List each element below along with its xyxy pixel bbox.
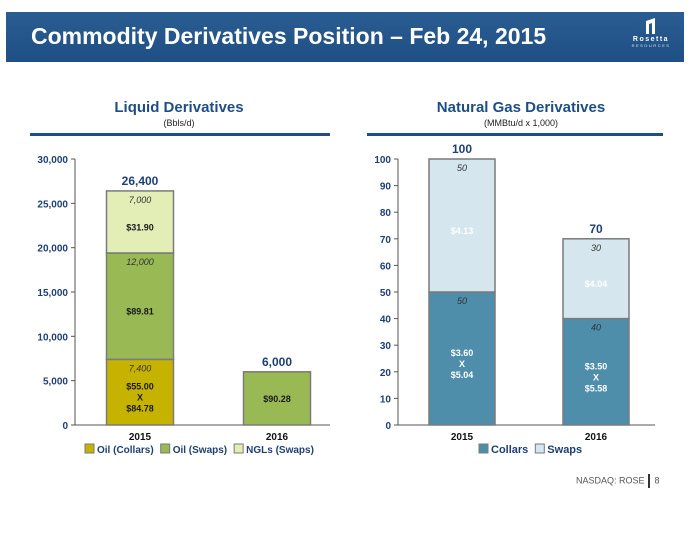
legend-swatch <box>160 443 171 454</box>
y-tick-label: 30,000 <box>37 155 68 166</box>
category-label: 2016 <box>266 432 289 443</box>
price-label: $89.81 <box>126 307 154 317</box>
company-logo: Rosetta RESOURCES <box>622 15 680 59</box>
price-label: $90.28 <box>263 394 291 404</box>
legend-label: Swaps <box>547 444 582 456</box>
volume-label: 12,000 <box>126 257 154 267</box>
bar-segment <box>105 190 175 254</box>
category-label: 2015 <box>129 432 152 443</box>
chart-subtitle: (MMBtu/d x 1,000) <box>484 118 558 128</box>
y-tick-label: 5,000 <box>43 377 68 388</box>
legend-label: Oil (Collars) <box>97 445 154 456</box>
y-tick-label: 90 <box>380 182 392 193</box>
y-tick-label: 0 <box>62 421 68 432</box>
legend-swatch <box>478 443 489 454</box>
volume-label: 50 <box>457 163 467 173</box>
y-tick-label: 20,000 <box>37 244 68 255</box>
legend-label: Oil (Swaps) <box>173 445 227 456</box>
price-label: $84.78 <box>126 404 154 414</box>
legend-swatch <box>534 443 545 454</box>
price-label: $4.04 <box>585 279 608 289</box>
y-tick-label: 15,000 <box>37 288 68 299</box>
price-label: $5.04 <box>451 370 474 380</box>
legend-swatch <box>84 443 95 454</box>
legend-label: NGLs (Swaps) <box>246 445 314 456</box>
y-tick-label: 30 <box>380 341 392 352</box>
y-tick-label: 80 <box>380 208 392 219</box>
legend-swatch <box>233 443 244 454</box>
total-label: 26,400 <box>122 174 159 188</box>
volume-label: 30 <box>591 243 601 253</box>
price-label: $3.60 <box>451 348 474 358</box>
price-label: X <box>593 372 599 382</box>
bar-segment <box>242 371 312 426</box>
price-label: X <box>459 359 465 369</box>
y-tick-label: 25,000 <box>37 199 68 210</box>
liquid-derivatives-chart: Liquid Derivatives (Bbls/d) 0 5,000 10,000 15… <box>30 99 330 456</box>
header-banner: Commodity Derivatives Position – Feb 24,… <box>6 12 684 62</box>
y-tick-label: 0 <box>385 421 391 432</box>
bar-segment <box>428 291 496 426</box>
volume-label: 7,400 <box>129 363 152 373</box>
title-underline <box>367 133 663 136</box>
price-label: $4.13 <box>451 226 474 236</box>
chart-title: Liquid Derivatives <box>114 99 243 116</box>
price-label: X <box>137 393 143 403</box>
y-tick-label: 70 <box>380 235 392 246</box>
page-title: Commodity Derivatives Position – Feb 24,… <box>31 23 547 49</box>
logo-subtext: RESOURCES <box>631 43 671 48</box>
volume-label: 50 <box>457 296 467 306</box>
total-label: 6,000 <box>262 355 292 369</box>
category-label: 2015 <box>451 432 474 443</box>
y-tick-label: 10 <box>380 394 392 405</box>
title-underline <box>30 133 330 136</box>
footer: NASDAQ: ROSE 8 <box>576 474 660 488</box>
logo-mark-icon <box>646 18 655 34</box>
y-tick-label: 10,000 <box>37 332 68 343</box>
bar-segment <box>562 238 630 320</box>
y-tick-label: 20 <box>380 368 392 379</box>
total-label: 70 <box>589 222 603 236</box>
total-label: 100 <box>452 142 472 156</box>
price-label: $3.50 <box>585 361 608 371</box>
footer-divider <box>647 474 650 488</box>
legend-label: Collars <box>491 444 528 456</box>
chart-title: Natural Gas Derivatives <box>437 99 605 116</box>
y-tick-label: 60 <box>380 261 392 272</box>
volume-label: 7,000 <box>129 195 152 205</box>
bar-segment <box>105 252 175 361</box>
chart-subtitle: (Bbls/d) <box>163 118 194 128</box>
bar-segment <box>428 158 496 293</box>
price-label: $5.58 <box>585 383 608 393</box>
bar-segment <box>562 317 630 426</box>
footer-ticker: NASDAQ: ROSE <box>576 475 645 486</box>
price-label: $31.90 <box>126 222 154 232</box>
y-tick-label: 50 <box>380 288 392 299</box>
price-label: $55.00 <box>126 382 154 392</box>
y-tick-label: 100 <box>374 155 391 166</box>
category-label: 2016 <box>585 432 608 443</box>
logo-name: Rosetta <box>632 36 670 43</box>
volume-label: 40 <box>591 323 601 333</box>
natural-gas-derivatives-chart: Natural Gas Derivatives (MMBtu/d x 1,000)… <box>367 99 663 456</box>
page-number: 8 <box>654 475 660 486</box>
y-tick-label: 40 <box>380 315 392 326</box>
